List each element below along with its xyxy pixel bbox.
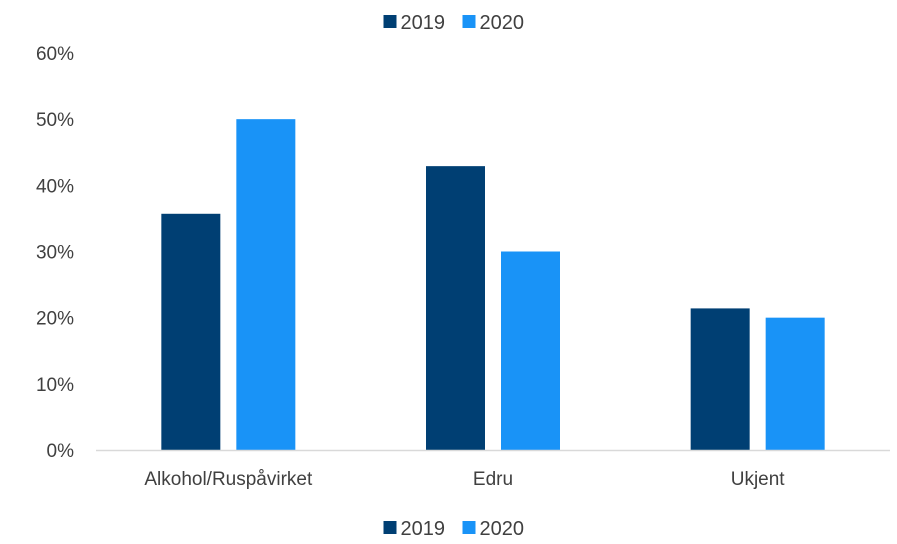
legend-swatch-2020	[462, 15, 476, 28]
bar-2019-ukjent	[690, 308, 750, 450]
y-tick-label: 10%	[36, 375, 74, 396]
x-axis: Alkohol/Ruspåvirket Edru Ukjent	[96, 449, 890, 490]
y-axis: 0% 10% 20% 30% 40% 50% 60%	[36, 44, 74, 462]
bars-group	[161, 119, 825, 451]
bar-2020-alkohol-rusp-virket	[236, 119, 296, 451]
x-category-label: Alkohol/Ruspåvirket	[144, 469, 313, 490]
legend-bottom: 2019 2020	[383, 518, 525, 540]
y-tick-label: 60%	[36, 44, 74, 65]
legend-label-2019: 2019	[401, 12, 446, 34]
y-tick-label: 0%	[47, 441, 75, 462]
bar-2020-edru	[501, 251, 560, 450]
y-tick-label: 50%	[36, 110, 74, 131]
legend-swatch-2019	[383, 15, 397, 28]
x-category-label: Edru	[473, 469, 513, 490]
y-tick-label: 20%	[36, 309, 74, 330]
legend-swatch-2020	[462, 521, 476, 534]
legend-label-2020: 2020	[480, 518, 525, 539]
legend-swatch-2019	[383, 521, 397, 534]
y-tick-label: 30%	[36, 243, 74, 264]
bar-2020-ukjent	[765, 317, 825, 450]
legend-top: 2019 2020	[383, 12, 525, 34]
legend-label-2020: 2020	[480, 12, 525, 34]
bar-2019-alkohol-rusp-virket	[161, 213, 221, 450]
bar-2019-edru	[426, 166, 485, 450]
legend-label-2019: 2019	[401, 518, 446, 539]
x-category-label: Ukjent	[731, 469, 786, 490]
y-tick-label: 40%	[36, 176, 74, 197]
